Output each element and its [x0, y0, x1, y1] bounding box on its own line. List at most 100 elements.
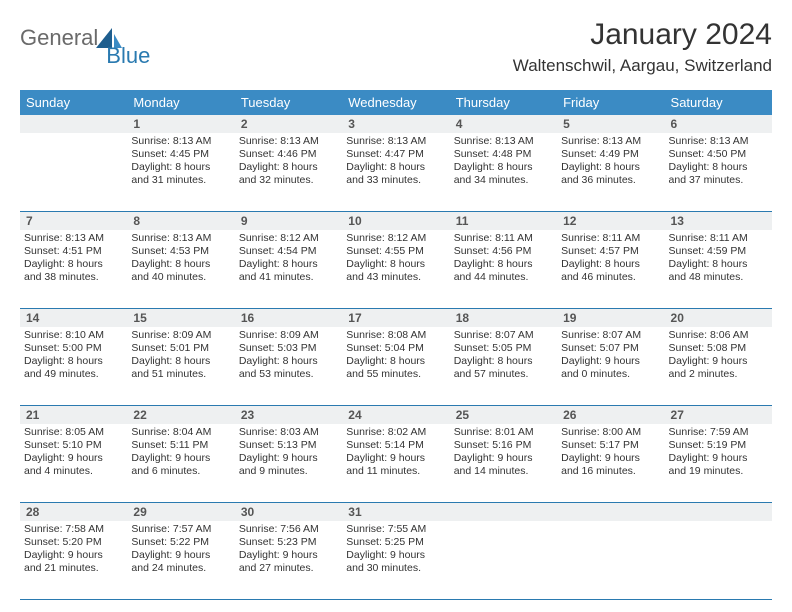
sunset-text: Sunset: 4:57 PM	[561, 245, 660, 258]
sunset-text: Sunset: 4:56 PM	[454, 245, 553, 258]
daylight-text-1: Daylight: 9 hours	[239, 549, 338, 562]
day-header-cell: Thursday	[450, 90, 557, 115]
day-cell: Sunrise: 8:10 AMSunset: 5:00 PMDaylight:…	[20, 327, 127, 405]
daylight-text-2: and 57 minutes.	[454, 368, 553, 381]
sunset-text: Sunset: 4:45 PM	[131, 148, 230, 161]
day-number: 15	[127, 309, 234, 327]
day-number: 3	[342, 115, 449, 133]
daylight-text-1: Daylight: 8 hours	[346, 161, 445, 174]
sunrise-text: Sunrise: 8:12 AM	[346, 232, 445, 245]
sunset-text: Sunset: 5:10 PM	[24, 439, 123, 452]
day-number: 26	[557, 406, 664, 424]
day-cell: Sunrise: 8:07 AMSunset: 5:05 PMDaylight:…	[450, 327, 557, 405]
sunrise-text: Sunrise: 8:06 AM	[669, 329, 768, 342]
sunrise-text: Sunrise: 8:11 AM	[669, 232, 768, 245]
sunset-text: Sunset: 5:07 PM	[561, 342, 660, 355]
daylight-text-1: Daylight: 9 hours	[24, 549, 123, 562]
daylight-text-1: Daylight: 8 hours	[669, 258, 768, 271]
day-number: 12	[557, 212, 664, 230]
sunrise-text: Sunrise: 7:59 AM	[669, 426, 768, 439]
sunrise-text: Sunrise: 8:13 AM	[561, 135, 660, 148]
sunrise-text: Sunrise: 8:09 AM	[131, 329, 230, 342]
sunrise-text: Sunrise: 8:09 AM	[239, 329, 338, 342]
day-cell	[557, 521, 664, 599]
sunrise-text: Sunrise: 8:13 AM	[131, 135, 230, 148]
sunrise-text: Sunrise: 8:01 AM	[454, 426, 553, 439]
day-cell: Sunrise: 8:11 AMSunset: 4:57 PMDaylight:…	[557, 230, 664, 308]
day-number: 6	[665, 115, 772, 133]
day-header-cell: Wednesday	[342, 90, 449, 115]
sunset-text: Sunset: 5:20 PM	[24, 536, 123, 549]
daylight-text-1: Daylight: 8 hours	[454, 161, 553, 174]
sunset-text: Sunset: 4:48 PM	[454, 148, 553, 161]
day-number-row: 28293031	[20, 503, 772, 521]
calendar: SundayMondayTuesdayWednesdayThursdayFrid…	[20, 90, 772, 600]
sunset-text: Sunset: 5:13 PM	[239, 439, 338, 452]
day-cell: Sunrise: 7:58 AMSunset: 5:20 PMDaylight:…	[20, 521, 127, 599]
day-header-cell: Monday	[127, 90, 234, 115]
sunset-text: Sunset: 5:25 PM	[346, 536, 445, 549]
daylight-text-2: and 37 minutes.	[669, 174, 768, 187]
day-number	[20, 115, 127, 133]
title-block: January 2024 Waltenschwil, Aargau, Switz…	[513, 18, 772, 76]
daylight-text-1: Daylight: 9 hours	[561, 452, 660, 465]
day-number: 29	[127, 503, 234, 521]
sunset-text: Sunset: 5:14 PM	[346, 439, 445, 452]
sunrise-text: Sunrise: 8:04 AM	[131, 426, 230, 439]
daylight-text-2: and 48 minutes.	[669, 271, 768, 284]
daylight-text-1: Daylight: 9 hours	[24, 452, 123, 465]
daylight-text-2: and 34 minutes.	[454, 174, 553, 187]
sunrise-text: Sunrise: 8:08 AM	[346, 329, 445, 342]
sunrise-text: Sunrise: 8:05 AM	[24, 426, 123, 439]
day-number-row: 21222324252627	[20, 406, 772, 424]
daylight-text-2: and 21 minutes.	[24, 562, 123, 575]
day-number-row: 123456	[20, 115, 772, 133]
week-row: Sunrise: 8:05 AMSunset: 5:10 PMDaylight:…	[20, 424, 772, 503]
day-header-cell: Tuesday	[235, 90, 342, 115]
day-cell: Sunrise: 8:13 AMSunset: 4:49 PMDaylight:…	[557, 133, 664, 211]
day-number: 21	[20, 406, 127, 424]
sunset-text: Sunset: 4:51 PM	[24, 245, 123, 258]
logo-text-blue: Blue	[106, 43, 150, 69]
day-number: 4	[450, 115, 557, 133]
sunrise-text: Sunrise: 8:11 AM	[454, 232, 553, 245]
daylight-text-2: and 19 minutes.	[669, 465, 768, 478]
daylight-text-2: and 46 minutes.	[561, 271, 660, 284]
day-number: 10	[342, 212, 449, 230]
daylight-text-2: and 27 minutes.	[239, 562, 338, 575]
day-cell: Sunrise: 7:59 AMSunset: 5:19 PMDaylight:…	[665, 424, 772, 502]
daylight-text-2: and 9 minutes.	[239, 465, 338, 478]
day-cell: Sunrise: 8:06 AMSunset: 5:08 PMDaylight:…	[665, 327, 772, 405]
day-cell: Sunrise: 8:09 AMSunset: 5:03 PMDaylight:…	[235, 327, 342, 405]
day-number: 5	[557, 115, 664, 133]
day-cell	[20, 133, 127, 211]
daylight-text-2: and 40 minutes.	[131, 271, 230, 284]
sunrise-text: Sunrise: 8:10 AM	[24, 329, 123, 342]
day-number: 28	[20, 503, 127, 521]
location: Waltenschwil, Aargau, Switzerland	[513, 56, 772, 76]
sunset-text: Sunset: 5:05 PM	[454, 342, 553, 355]
daylight-text-1: Daylight: 9 hours	[454, 452, 553, 465]
sunrise-text: Sunrise: 8:13 AM	[669, 135, 768, 148]
daylight-text-1: Daylight: 8 hours	[24, 258, 123, 271]
daylight-text-1: Daylight: 8 hours	[454, 355, 553, 368]
day-cell: Sunrise: 8:03 AMSunset: 5:13 PMDaylight:…	[235, 424, 342, 502]
daylight-text-1: Daylight: 8 hours	[346, 355, 445, 368]
day-number: 2	[235, 115, 342, 133]
day-cell: Sunrise: 8:13 AMSunset: 4:51 PMDaylight:…	[20, 230, 127, 308]
daylight-text-2: and 32 minutes.	[239, 174, 338, 187]
day-number: 11	[450, 212, 557, 230]
day-cell: Sunrise: 8:01 AMSunset: 5:16 PMDaylight:…	[450, 424, 557, 502]
day-number: 18	[450, 309, 557, 327]
daylight-text-1: Daylight: 8 hours	[239, 355, 338, 368]
daylight-text-1: Daylight: 8 hours	[239, 258, 338, 271]
sunrise-text: Sunrise: 7:56 AM	[239, 523, 338, 536]
day-number: 9	[235, 212, 342, 230]
daylight-text-2: and 38 minutes.	[24, 271, 123, 284]
sunrise-text: Sunrise: 8:13 AM	[131, 232, 230, 245]
day-number: 7	[20, 212, 127, 230]
sunrise-text: Sunrise: 8:07 AM	[561, 329, 660, 342]
day-number-row: 78910111213	[20, 212, 772, 230]
daylight-text-2: and 33 minutes.	[346, 174, 445, 187]
daylight-text-1: Daylight: 8 hours	[131, 258, 230, 271]
